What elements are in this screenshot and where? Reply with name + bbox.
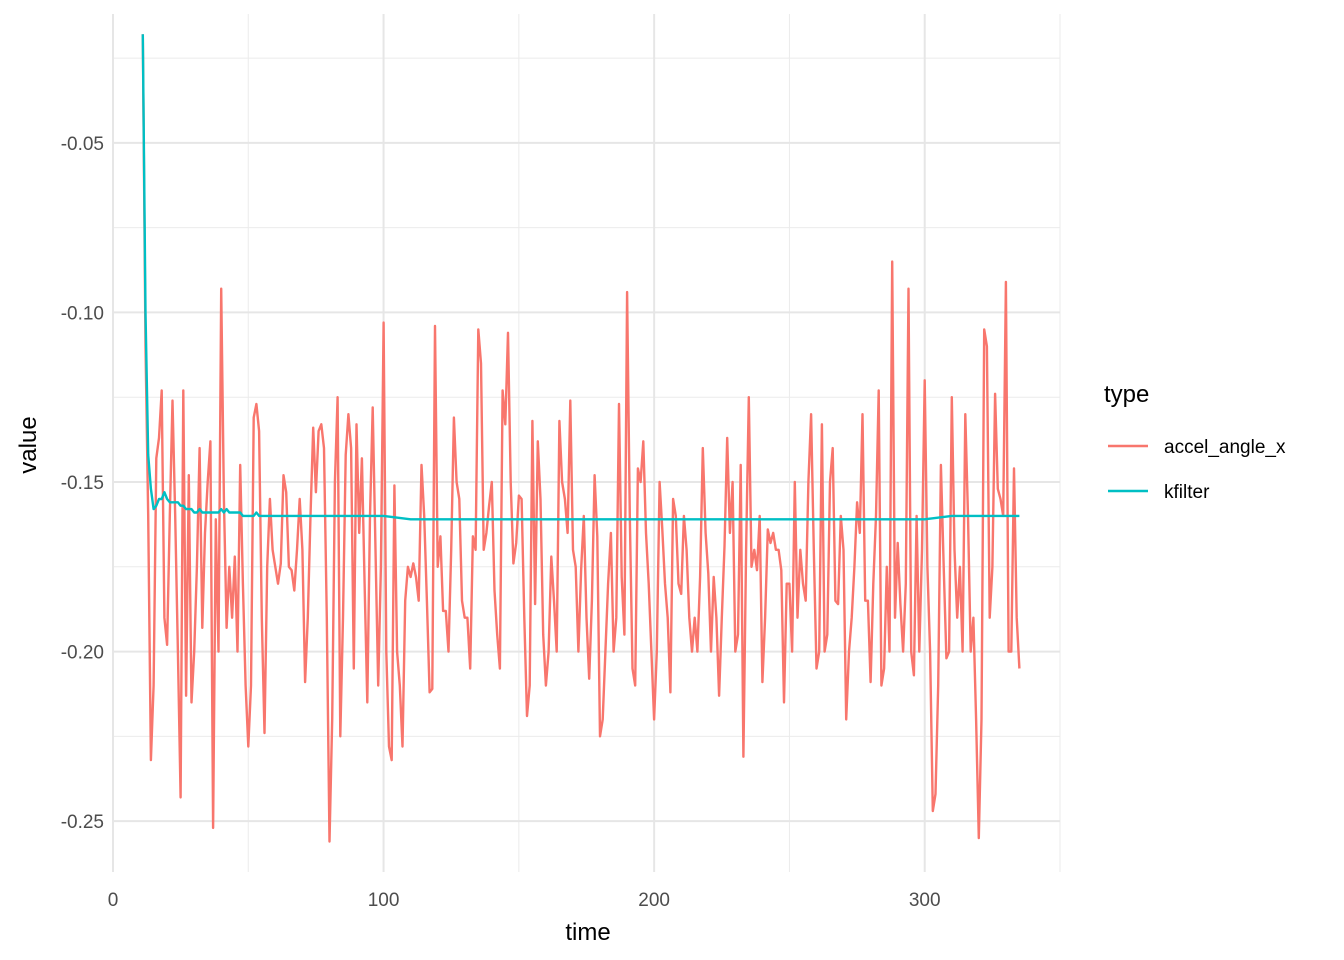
legend-title: type bbox=[1104, 381, 1149, 408]
grid-minor bbox=[113, 14, 1061, 872]
x-tick-label: 300 bbox=[909, 890, 941, 911]
series-line-accel-angle-x bbox=[141, 34, 1021, 843]
legend-label-accel-angle-x: accel_angle_x bbox=[1164, 437, 1286, 458]
x-tick-label: 100 bbox=[368, 890, 400, 911]
x-axis-title: time bbox=[565, 919, 610, 946]
y-tick-label: -0.15 bbox=[61, 473, 104, 494]
y-tick-label: -0.05 bbox=[61, 134, 104, 155]
y-tick-label: -0.10 bbox=[61, 303, 104, 324]
x-axis-ticks: 0 100 200 300 bbox=[108, 890, 941, 911]
x-tick-label: 0 bbox=[108, 890, 119, 911]
series-line-kfilter bbox=[141, 34, 1020, 521]
y-axis-ticks: -0.05 -0.10 -0.15 -0.20 -0.25 bbox=[61, 134, 104, 833]
legend-label-kfilter: kfilter bbox=[1164, 482, 1210, 503]
series-layer bbox=[141, 34, 1021, 843]
y-tick-label: -0.20 bbox=[61, 643, 104, 664]
y-axis-title: value bbox=[15, 416, 42, 473]
y-tick-label: -0.25 bbox=[61, 812, 104, 833]
grid-major bbox=[112, 14, 1060, 872]
x-tick-label: 200 bbox=[638, 890, 670, 911]
